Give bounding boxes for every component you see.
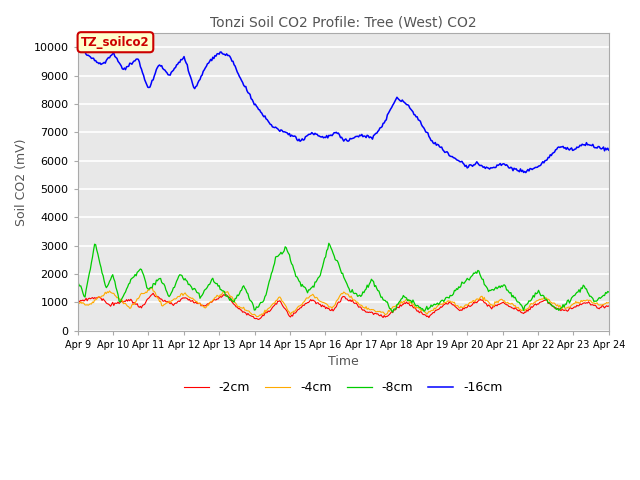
X-axis label: Time: Time	[328, 355, 358, 369]
Line: -16cm: -16cm	[77, 47, 609, 173]
Legend: -2cm, -4cm, -8cm, -16cm: -2cm, -4cm, -8cm, -16cm	[179, 376, 508, 399]
-4cm	[328, 305, 336, 311]
-8cm	[605, 289, 612, 295]
-8cm	[595, 296, 602, 302]
-2cm	[255, 317, 262, 323]
-16cm	[326, 133, 333, 139]
-16cm	[390, 101, 397, 107]
Y-axis label: Soil CO2 (mV): Soil CO2 (mV)	[15, 138, 28, 226]
-8cm	[325, 240, 333, 246]
-2cm	[364, 309, 371, 315]
-4cm	[147, 285, 155, 290]
-8cm	[327, 245, 335, 251]
Line: -8cm: -8cm	[77, 243, 609, 312]
-8cm	[511, 294, 519, 300]
-4cm	[332, 302, 339, 308]
-8cm	[362, 286, 370, 292]
-2cm	[332, 305, 339, 311]
-4cm	[74, 300, 81, 305]
-2cm	[74, 300, 81, 306]
-16cm	[509, 168, 517, 174]
-8cm	[330, 253, 338, 259]
-8cm	[74, 277, 81, 283]
-16cm	[522, 170, 530, 176]
-2cm	[392, 306, 400, 312]
-2cm	[595, 305, 602, 311]
-8cm	[389, 310, 397, 315]
-2cm	[605, 303, 612, 309]
-16cm	[74, 44, 81, 50]
Line: -4cm: -4cm	[77, 288, 609, 316]
-8cm	[392, 306, 400, 312]
Text: TZ_soilco2: TZ_soilco2	[81, 36, 150, 48]
-16cm	[329, 132, 337, 137]
Title: Tonzi Soil CO2 Profile: Tree (West) CO2: Tonzi Soil CO2 Profile: Tree (West) CO2	[210, 15, 477, 29]
-4cm	[595, 302, 602, 308]
-4cm	[511, 302, 519, 308]
-16cm	[593, 145, 601, 151]
Line: -2cm: -2cm	[77, 293, 609, 320]
-4cm	[253, 313, 261, 319]
-2cm	[328, 306, 336, 312]
-4cm	[392, 303, 400, 309]
-16cm	[361, 133, 369, 139]
-2cm	[149, 290, 157, 296]
-16cm	[605, 147, 612, 153]
-4cm	[605, 300, 612, 305]
-2cm	[511, 305, 519, 311]
-4cm	[364, 307, 371, 312]
